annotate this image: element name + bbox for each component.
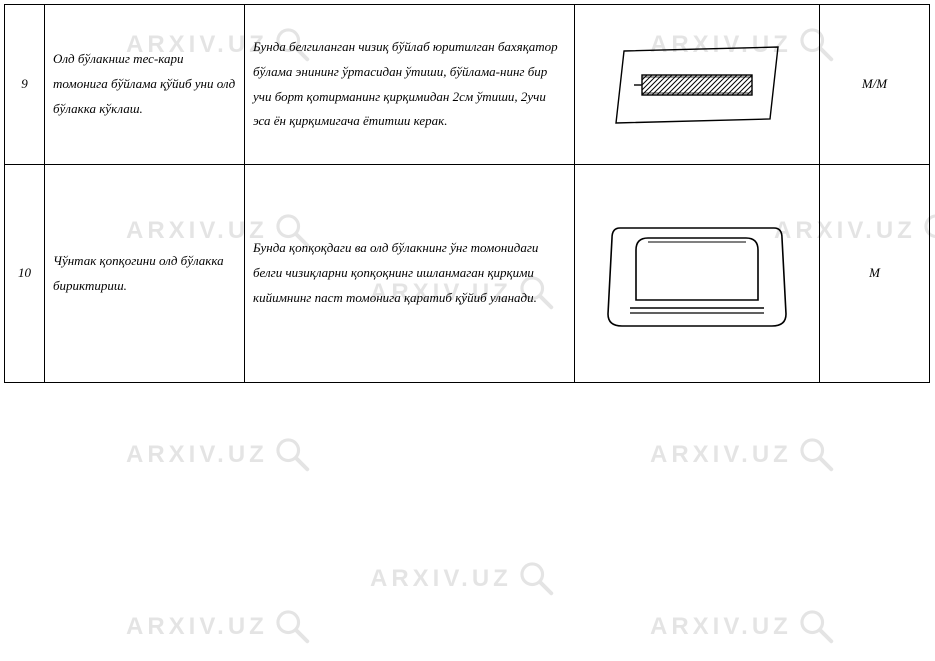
instruction-table: 9 Олд бўлакншг тес-кари томонига бўйлама… — [4, 4, 930, 383]
watermark-text: ARXIV.UZ — [650, 441, 792, 469]
cell-description: Бунда қопқоқдаги ва олд бўлакнинг ўнг то… — [245, 165, 575, 383]
watermark: ARXIV.UZ — [650, 436, 836, 474]
watermark-text: ARXIV.UZ — [126, 441, 268, 469]
hatched-strip-illustration — [583, 11, 811, 158]
cell-description: Бунда белгиланган чизиқ бўйлаб юритилган… — [245, 5, 575, 165]
watermark: ARXIV.UZ — [126, 608, 312, 646]
watermark: ARXIV.UZ — [370, 560, 556, 598]
cell-code: М/М — [820, 5, 930, 165]
table-row: 10 Чўнтак қопқогини олд бўлакка бириктир… — [5, 165, 930, 383]
watermark: ARXIV.UZ — [650, 608, 836, 646]
magnifier-icon — [274, 608, 312, 646]
magnifier-icon — [274, 436, 312, 474]
cell-step-text: Олд бўлакншг тес-кари томонига бўйлама қ… — [45, 5, 245, 165]
magnifier-icon — [798, 608, 836, 646]
watermark-text: ARXIV.UZ — [370, 565, 512, 593]
magnifier-icon — [518, 560, 556, 598]
cell-row-number: 9 — [5, 5, 45, 165]
instruction-table-body: 9 Олд бўлакншг тес-кари томонига бўйлама… — [5, 5, 930, 383]
cell-illustration — [575, 165, 820, 383]
cell-row-number: 10 — [5, 165, 45, 383]
cell-illustration — [575, 5, 820, 165]
pocket-panel-illustration — [583, 171, 811, 376]
table-row: 9 Олд бўлакншг тес-кари томонига бўйлама… — [5, 5, 930, 165]
watermark-text: ARXIV.UZ — [650, 613, 792, 641]
watermark-text: ARXIV.UZ — [126, 613, 268, 641]
watermark: ARXIV.UZ — [126, 436, 312, 474]
cell-step-text: Чўнтак қопқогини олд бўлакка бириктириш. — [45, 165, 245, 383]
cell-code: М — [820, 165, 930, 383]
magnifier-icon — [798, 436, 836, 474]
